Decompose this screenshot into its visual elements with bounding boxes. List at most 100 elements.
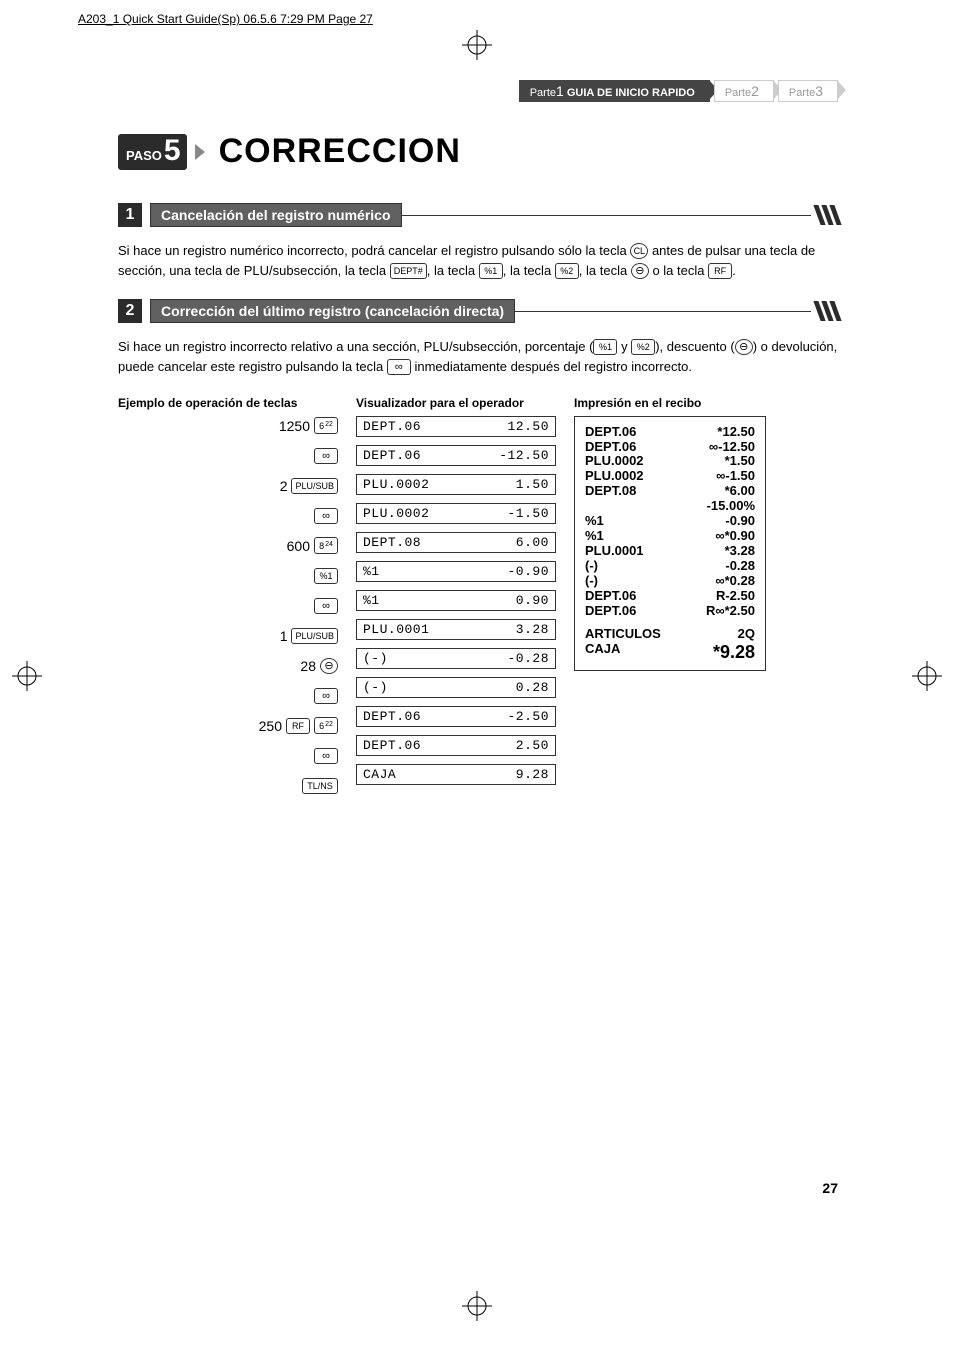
- receipt-line: DEPT.06R-2.50: [585, 589, 755, 604]
- receipt-line: (-)∞*0.28: [585, 574, 755, 589]
- keycap-icon: PLU/SUB: [291, 628, 338, 644]
- keycap-icon: ⊖: [735, 339, 753, 355]
- keycap-icon: CL: [630, 243, 648, 259]
- receipt-line: CAJA*9.28: [585, 642, 755, 663]
- keycap-icon: ∞: [387, 359, 411, 375]
- key-operation-row: 2PLU/SUB: [280, 476, 338, 496]
- receipt-line: ARTICULOS2Q: [585, 627, 755, 642]
- section-number: 2: [118, 299, 142, 323]
- receipt-line: DEPT.06R∞*2.50: [585, 604, 755, 619]
- reg-mark-left: [12, 661, 42, 691]
- keycap-icon: TL/NS: [302, 778, 338, 794]
- key-operation-row: ∞: [314, 506, 338, 526]
- key-operation-row: TL/NS: [302, 776, 338, 796]
- col-head-keys: Ejemplo de operación de teclas: [118, 396, 338, 410]
- key-text: 600: [287, 538, 310, 554]
- section-paragraph: Si hace un registro numérico incorrecto,…: [118, 241, 838, 281]
- key-operation-row: ∞: [314, 746, 338, 766]
- keycap-icon: %1: [593, 339, 617, 355]
- display-row: DEPT.06-12.50: [356, 445, 556, 466]
- display-row: (-)-0.28: [356, 648, 556, 669]
- print-header: A203_1 Quick Start Guide(Sp) 06.5.6 7:29…: [78, 12, 373, 26]
- display-row: PLU.00021.50: [356, 474, 556, 495]
- display-row: %1-0.90: [356, 561, 556, 582]
- receipt-line: PLU.0001*3.28: [585, 544, 755, 559]
- keycap-icon: 622: [314, 717, 338, 734]
- reg-mark-right: [912, 661, 942, 691]
- keycap-icon: %2: [555, 263, 579, 279]
- receipt-print: DEPT.06*12.50DEPT.06∞-12.50PLU.0002*1.50…: [574, 416, 766, 672]
- keycap-icon: ∞: [314, 598, 338, 614]
- key-text: 1: [280, 628, 288, 644]
- section-title: Cancelación del registro numérico: [150, 203, 402, 227]
- breadcrumb-tab: Parte2: [714, 80, 774, 102]
- breadcrumb-tabs: Parte1 GUIA DE INICIO RAPIDOParte2Parte3: [118, 80, 838, 102]
- col-head-receipt: Impresión en el recibo: [574, 396, 838, 410]
- stripe-icon: [813, 301, 841, 321]
- display-row: PLU.00013.28: [356, 619, 556, 640]
- keycap-icon: RF: [286, 718, 310, 734]
- step-badge: PASO 5: [118, 134, 187, 170]
- display-row: %10.90: [356, 590, 556, 611]
- key-text: 2: [280, 478, 288, 494]
- key-text: 1250: [279, 418, 310, 434]
- step-arrow-icon: [195, 144, 205, 160]
- stripe-icon: [813, 205, 841, 225]
- key-operation-row: %1: [314, 566, 338, 586]
- operator-display-list: DEPT.0612.50 DEPT.06-12.50 PLU.00021.50 PLU…: [356, 416, 556, 785]
- step-header: PASO 5 CORRECCION: [118, 132, 838, 171]
- key-operation-row: 28⊖: [300, 656, 338, 676]
- key-operation-row: 1250622: [279, 416, 338, 436]
- receipt-line: DEPT.08*6.00: [585, 484, 755, 499]
- keycap-icon: 824: [314, 537, 338, 554]
- step-number: 5: [164, 136, 181, 166]
- display-row: DEPT.0612.50: [356, 416, 556, 437]
- key-operation-row: ∞: [314, 446, 338, 466]
- keycap-icon: %1: [479, 263, 503, 279]
- section-paragraph: Si hace un registro incorrecto relativo …: [118, 337, 838, 377]
- receipt-line: -15.00%: [585, 499, 755, 514]
- section-heading: 1 Cancelación del registro numérico: [118, 203, 838, 227]
- display-row: PLU.0002-1.50: [356, 503, 556, 524]
- keycap-icon: ⊖: [320, 658, 338, 674]
- keycap-icon: PLU/SUB: [291, 478, 338, 494]
- keycap-icon: DEPT#: [390, 263, 427, 279]
- breadcrumb-tab: Parte3: [778, 80, 838, 102]
- key-operation-row: ∞: [314, 596, 338, 616]
- section-heading: 2 Corrección del último registro (cancela…: [118, 299, 838, 323]
- keycap-icon: ∞: [314, 508, 338, 524]
- keycap-icon: RF: [708, 263, 732, 279]
- keycap-icon: %1: [314, 568, 338, 584]
- receipt-line: DEPT.06*12.50: [585, 425, 755, 440]
- section-title: Corrección del último registro (cancelac…: [150, 299, 515, 323]
- step-title: CORRECCION: [219, 132, 461, 171]
- key-text: 250: [259, 718, 282, 734]
- receipt-line: PLU.0002*1.50: [585, 454, 755, 469]
- key-operation-row: 600824: [287, 536, 338, 556]
- key-operation-row: 1PLU/SUB: [280, 626, 338, 646]
- section-number: 1: [118, 203, 142, 227]
- display-row: DEPT.062.50: [356, 735, 556, 756]
- keycap-icon: ∞: [314, 448, 338, 464]
- key-text: 28: [300, 658, 316, 674]
- display-row: DEPT.086.00: [356, 532, 556, 553]
- page-number: 27: [822, 1180, 838, 1196]
- receipt-line: (-)-0.28: [585, 559, 755, 574]
- display-row: DEPT.06-2.50: [356, 706, 556, 727]
- keycap-icon: ∞: [314, 748, 338, 764]
- keycap-icon: ⊖: [631, 263, 649, 279]
- step-prefix: PASO: [126, 148, 162, 163]
- display-row: CAJA9.28: [356, 764, 556, 785]
- breadcrumb-tab: Parte1 GUIA DE INICIO RAPIDO: [519, 80, 710, 102]
- col-head-display: Visualizador para el operador: [356, 396, 556, 410]
- receipt-line: %1∞*0.90: [585, 529, 755, 544]
- keycap-icon: ∞: [314, 688, 338, 704]
- example-columns: Ejemplo de operación de teclas 1250622∞2…: [118, 396, 838, 796]
- keycap-icon: 622: [314, 417, 338, 434]
- key-operation-row: 250RF622: [259, 716, 338, 736]
- reg-mark-bottom: [462, 1291, 492, 1321]
- reg-mark-top: [462, 30, 492, 60]
- key-operation-row: ∞: [314, 686, 338, 706]
- key-operation-list: 1250622∞2PLU/SUB∞600824%1∞1PLU/SUB28⊖∞25…: [118, 416, 338, 796]
- receipt-line: %1-0.90: [585, 514, 755, 529]
